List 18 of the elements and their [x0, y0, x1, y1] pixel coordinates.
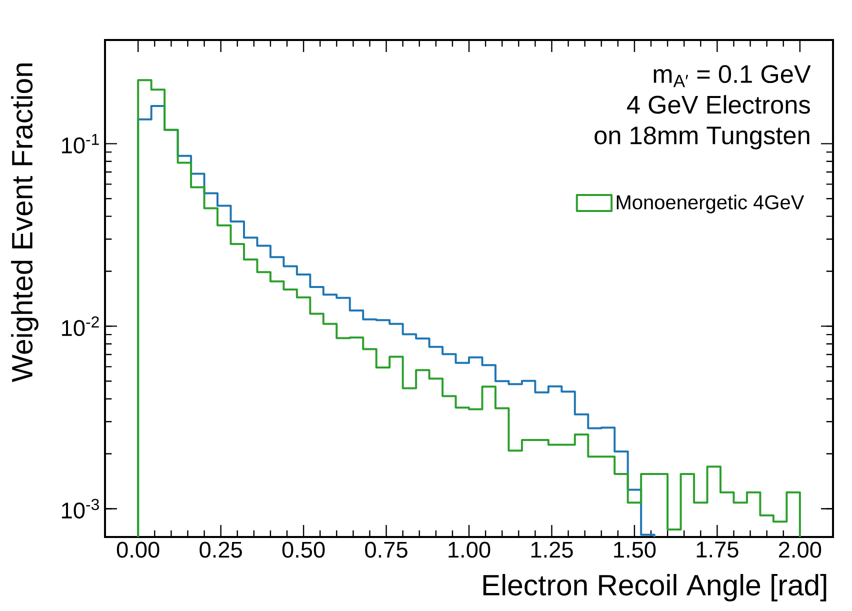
x-tick-label: 1.25 [531, 542, 573, 558]
y-tick-label: 10$^{-1}$ [62, 134, 99, 154]
x-axis-title: Electron Recoil Angle [rad] [483, 574, 826, 602]
y-axis-title: Weighted Event Fraction [11, 64, 38, 382]
x-tick-label: 1.00 [448, 542, 490, 558]
y-tick-label: 10$^{-3}$ [62, 498, 99, 519]
x-tick-label: 0.50 [282, 542, 325, 558]
annotation: 4 GeV Electrons [627, 95, 810, 114]
annotation: on 18mm Tungsten [594, 126, 810, 150]
legend-label: Monoenergetic 4GeV [616, 194, 804, 214]
x-tick-label: 1.75 [696, 542, 738, 558]
x-tick-label: 0.25 [200, 542, 242, 558]
y-tick-label: 10$^{-2}$ [62, 316, 99, 336]
x-tick-label: 0.75 [365, 542, 408, 558]
x-tick-label: 1.50 [614, 542, 656, 558]
x-tick-label: 2.00 [779, 542, 822, 558]
annotation: m$_{A′}$ = 0.1 GeV [654, 65, 811, 88]
x-tick-label: 0.00 [116, 542, 160, 558]
